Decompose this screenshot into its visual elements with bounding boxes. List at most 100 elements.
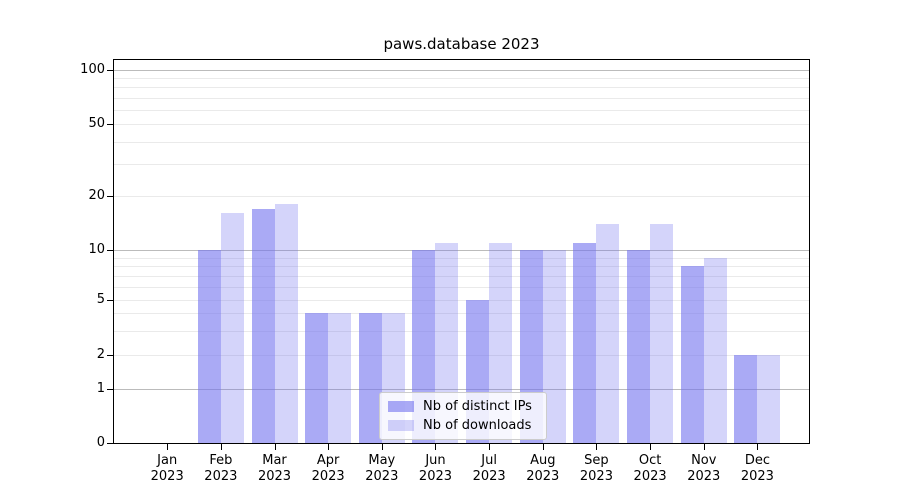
x-tick-year: 2023 bbox=[365, 469, 399, 484]
bar-sep-downloads bbox=[596, 223, 620, 443]
y-gridline-minor-9 bbox=[113, 257, 810, 259]
y-tick-label-20: 20 bbox=[88, 188, 105, 203]
x-tick-label-dec: Dec 2023 bbox=[725, 453, 789, 485]
x-tick-year: 2023 bbox=[204, 469, 238, 484]
y-tick-5 bbox=[107, 300, 113, 301]
bar-nov-downloads bbox=[703, 257, 727, 443]
y-tick-label-5: 5 bbox=[96, 292, 105, 307]
x-tick-label-apr: Apr 2023 bbox=[296, 453, 360, 485]
legend-entry-distinct-ips: Nb of distinct IPs bbox=[388, 397, 538, 416]
x-tick-year: 2023 bbox=[526, 469, 560, 484]
x-tick-feb bbox=[220, 444, 222, 450]
y-gridline-minor-6 bbox=[113, 286, 810, 288]
y-gridline-minor-50 bbox=[113, 124, 810, 125]
y-tick-20 bbox=[107, 196, 113, 197]
x-tick-month: Aug bbox=[530, 453, 556, 468]
y-gridline-minor-4 bbox=[113, 313, 810, 315]
y-gridline-minor-80 bbox=[113, 87, 810, 89]
bar-nov-distinct-ips bbox=[680, 266, 704, 443]
legend-swatch-downloads bbox=[388, 420, 414, 431]
y-tick-label-50: 50 bbox=[88, 116, 105, 131]
y-gridline-minor-3 bbox=[113, 330, 810, 332]
x-tick-month: Feb bbox=[209, 453, 233, 468]
y-gridline-minor-70 bbox=[113, 97, 810, 99]
x-tick-year: 2023 bbox=[472, 469, 506, 484]
bar-sep-distinct-ips bbox=[573, 242, 597, 443]
x-tick-aug bbox=[542, 444, 544, 450]
gridlines-layer bbox=[113, 59, 810, 444]
x-tick-label-jun: Jun 2023 bbox=[403, 453, 467, 485]
x-tick-month: Nov bbox=[691, 453, 717, 468]
x-tick-nov bbox=[703, 444, 705, 450]
bar-apr-distinct-ips bbox=[305, 313, 329, 443]
x-tick-oct bbox=[650, 444, 652, 450]
y-gridline-minor-8 bbox=[113, 266, 810, 268]
y-tick-label-1: 1 bbox=[96, 381, 105, 396]
x-tick-label-oct: Oct 2023 bbox=[618, 453, 682, 485]
bar-feb-downloads bbox=[220, 213, 244, 443]
y-gridline-minor-60 bbox=[113, 109, 810, 111]
bar-apr-downloads bbox=[328, 313, 352, 443]
y-tick-label-100: 100 bbox=[80, 62, 105, 77]
x-tick-label-jan: Jan 2023 bbox=[135, 453, 199, 485]
bar-dec-downloads bbox=[757, 355, 781, 443]
x-tick-year: 2023 bbox=[633, 469, 667, 484]
y-gridline-minor-40 bbox=[113, 141, 810, 143]
x-tick-month: Apr bbox=[316, 453, 340, 468]
x-tick-sep bbox=[596, 444, 598, 450]
x-tick-year: 2023 bbox=[150, 469, 184, 484]
legend-label-distinct-ips: Nb of distinct IPs bbox=[423, 399, 532, 414]
y-gridline-minor-2 bbox=[113, 355, 810, 356]
bar-mar-downloads bbox=[274, 204, 298, 443]
bar-dec-distinct-ips bbox=[734, 355, 758, 443]
x-tick-month: Mar bbox=[262, 453, 287, 468]
x-tick-year: 2023 bbox=[579, 469, 613, 484]
x-tick-jul bbox=[489, 444, 491, 450]
y-gridline-minor-7 bbox=[113, 275, 810, 277]
x-tick-month: Jan bbox=[157, 453, 178, 468]
x-tick-dec bbox=[757, 444, 759, 450]
y-tick-label-10: 10 bbox=[88, 242, 105, 257]
bar-feb-distinct-ips bbox=[197, 250, 221, 443]
y-gridline-minor-5 bbox=[113, 300, 810, 301]
x-tick-month: Sep bbox=[584, 453, 609, 468]
x-tick-jun bbox=[435, 444, 437, 450]
x-tick-may bbox=[381, 444, 383, 450]
y-tick-50 bbox=[107, 124, 113, 125]
x-tick-jan bbox=[167, 444, 169, 450]
x-tick-month: Jul bbox=[481, 453, 497, 468]
x-tick-month: Dec bbox=[744, 453, 770, 468]
x-tick-year: 2023 bbox=[257, 469, 292, 484]
legend: Nb of distinct IPs Nb of downloads bbox=[379, 392, 547, 440]
x-tick-label-nov: Nov 2023 bbox=[672, 453, 736, 485]
y-gridline-minor-30 bbox=[113, 164, 810, 166]
legend-swatch-distinct-ips bbox=[388, 401, 414, 412]
y-gridline-major-10 bbox=[113, 250, 810, 251]
x-tick-month: Jun bbox=[425, 453, 446, 468]
legend-entry-downloads: Nb of downloads bbox=[388, 416, 538, 435]
bar-oct-distinct-ips bbox=[627, 250, 651, 443]
bar-oct-downloads bbox=[650, 223, 674, 443]
x-tick-month: May bbox=[368, 453, 396, 468]
x-tick-label-aug: Aug 2023 bbox=[511, 453, 575, 485]
x-tick-label-jul: Jul 2023 bbox=[457, 453, 521, 485]
y-gridline-major-100 bbox=[113, 70, 810, 71]
bar-mar-distinct-ips bbox=[251, 208, 275, 443]
bar-aug-downloads bbox=[542, 250, 566, 443]
x-tick-label-feb: Feb 2023 bbox=[189, 453, 253, 485]
y-tick-0 bbox=[107, 443, 113, 444]
x-tick-label-mar: Mar 2023 bbox=[243, 453, 307, 485]
x-tick-label-may: May 2023 bbox=[350, 453, 414, 485]
x-tick-year: 2023 bbox=[418, 469, 453, 484]
bar-may-distinct-ips bbox=[358, 313, 382, 443]
y-gridline-major-1 bbox=[113, 389, 810, 390]
x-tick-year: 2023 bbox=[687, 469, 721, 484]
y-tick-10 bbox=[107, 250, 113, 251]
y-tick-label-2: 2 bbox=[96, 347, 105, 362]
x-tick-apr bbox=[328, 444, 330, 450]
y-tick-label-0: 0 bbox=[96, 435, 105, 450]
y-tick-1 bbox=[107, 389, 113, 390]
x-tick-year: 2023 bbox=[311, 469, 345, 484]
x-tick-label-sep: Sep 2023 bbox=[564, 453, 628, 485]
